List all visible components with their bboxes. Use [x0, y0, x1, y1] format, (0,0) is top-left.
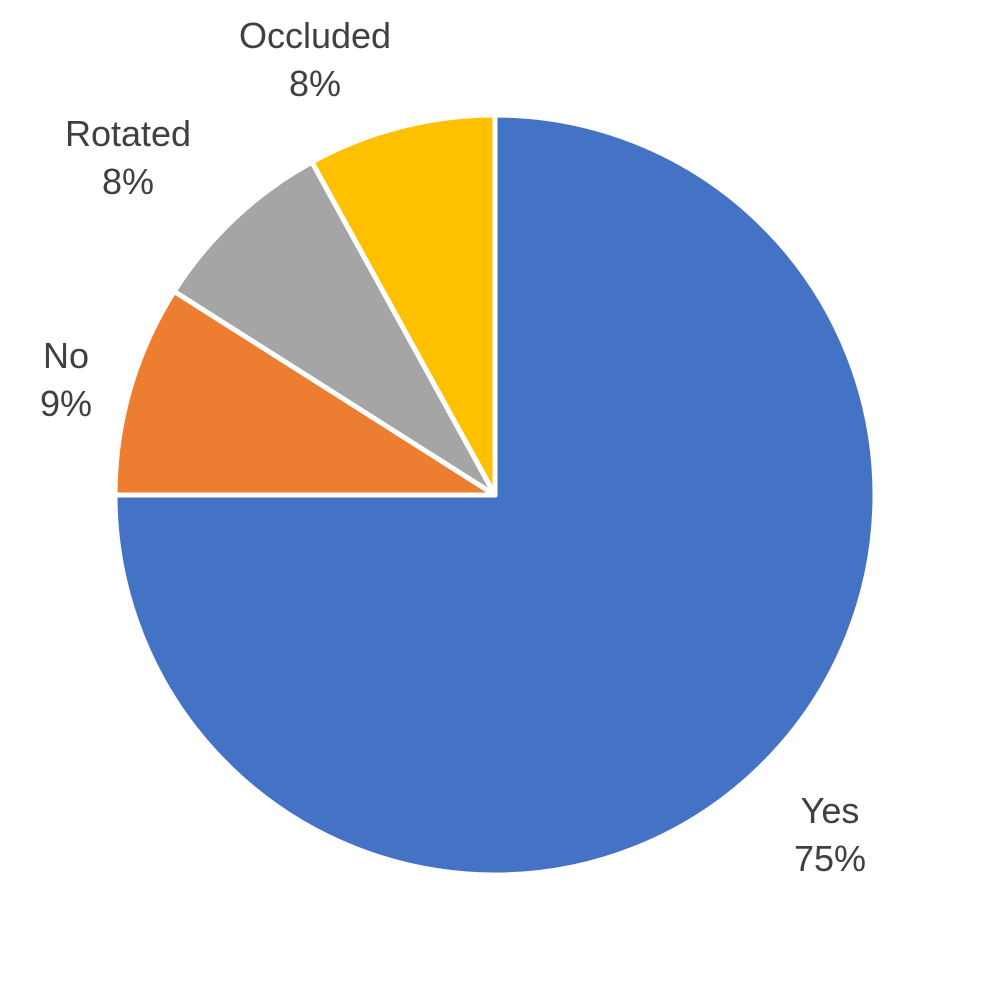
pie-slice-occluded	[309, 112, 498, 498]
pie-labels: Yes 75% No 9% Rotated 8% Occluded 8%	[40, 15, 866, 879]
data-label-rotated-percent: 8%	[102, 161, 154, 202]
data-label-rotated-category: Rotated	[65, 113, 191, 154]
pie-slices	[112, 112, 878, 878]
data-label-yes-percent: 75%	[794, 838, 866, 879]
data-label-yes-category: Yes	[801, 790, 860, 831]
data-label-occluded-category: Occluded	[239, 15, 391, 56]
pie-slice-rotated	[171, 159, 498, 498]
pie-slice-no	[112, 288, 498, 498]
data-label-no-percent: 9%	[40, 383, 92, 424]
data-label-no-category: No	[43, 335, 89, 376]
data-label-occluded-percent: 8%	[289, 63, 341, 104]
